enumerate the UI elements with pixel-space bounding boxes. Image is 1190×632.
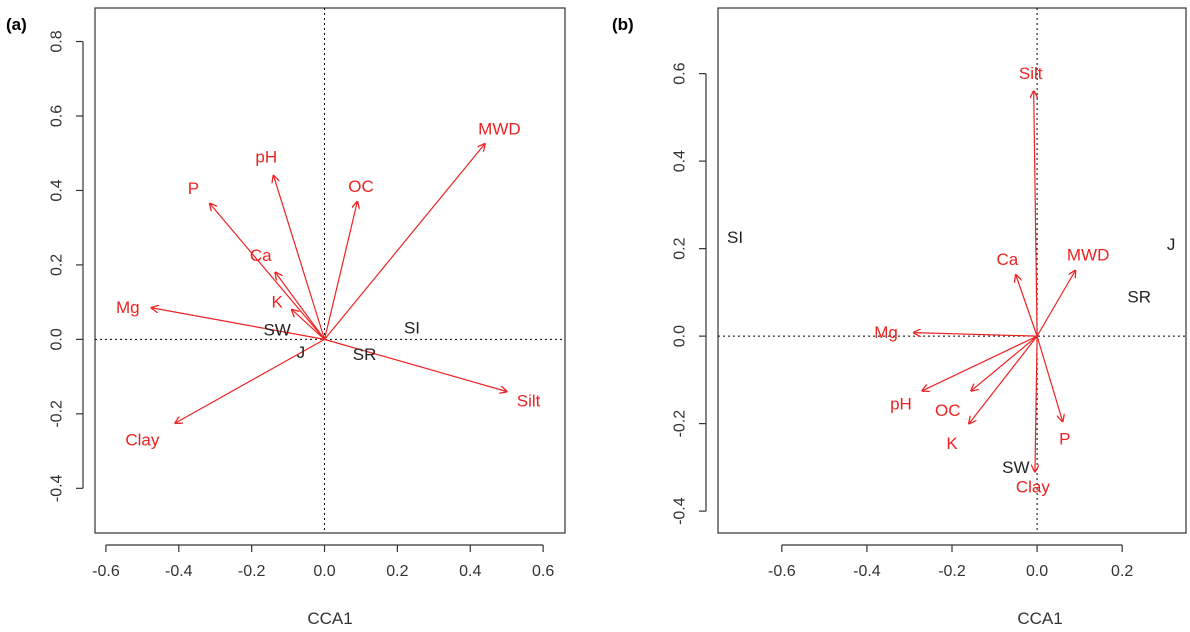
panel-a: (a) CCA1 -0.6 -0.4 -0.2 0.0 0.2 0.4 0.6 -0.4 -0.… <box>6 7 566 628</box>
panel-b-vector-label-mg: Mg <box>874 323 898 342</box>
panel-a-x-tick-label: -0.6 <box>92 563 120 580</box>
panel-a-vector-clay <box>175 338 325 423</box>
panel-a-y-tick-label: 0.4 <box>49 179 66 201</box>
panel-a-vector-k <box>292 310 325 340</box>
panel-a-x-tick-label: 0.6 <box>532 563 554 580</box>
panel-a-site-si: SI <box>404 319 420 338</box>
panel-a-x-tick-label: 0.0 <box>313 563 335 580</box>
panel-a-vector-ca <box>275 272 326 340</box>
panel-a-site-j: J <box>297 343 306 362</box>
panel-b-y-tick-label: -0.2 <box>672 410 689 438</box>
panel-b-vector-silt <box>1034 91 1037 337</box>
panel-b-x-tick-label: -0.6 <box>768 563 796 580</box>
panel-b-vector-label-oc: OC <box>935 401 961 420</box>
panel-b-y-tick-label: 0.0 <box>672 325 689 347</box>
panel-b-vector-mg <box>914 333 1038 337</box>
panel-a-x-tick-label: -0.4 <box>165 563 193 580</box>
panel-b-x-tick-label: 0.2 <box>1111 563 1133 580</box>
panel-a-vector-label-mg: Mg <box>116 298 140 317</box>
panel-b-vector-label-silt: Silt <box>1019 64 1043 83</box>
panel-b-vector-label-ph: pH <box>890 394 912 413</box>
panel-b-vector-label-k: K <box>946 434 958 453</box>
panel-a-vector-label-mwd: MWD <box>478 120 520 139</box>
panel-a-vector-oc <box>323 202 358 340</box>
panel-b-vector-label-p: P <box>1059 429 1070 448</box>
panel-a-vector-label-clay: Clay <box>125 430 160 449</box>
panel-b-vector-ca <box>1016 275 1038 337</box>
panel-a-vector-ph <box>274 176 326 340</box>
panel-a-vector-mg <box>151 308 325 340</box>
panel-a-label: (a) <box>6 15 27 34</box>
panel-a-y-tick-label: 0.6 <box>49 105 66 127</box>
panel-b-x-tick-label: -0.2 <box>938 563 966 580</box>
panel-b-site-j: J <box>1167 235 1176 254</box>
panel-a-x-tick-label: -0.2 <box>238 563 266 580</box>
panel-b-site-si: SI <box>727 228 743 247</box>
panel-b-vector-ph <box>922 335 1038 391</box>
panel-b-vector-p <box>1036 335 1063 421</box>
panel-b-y-tick-label: 0.2 <box>672 237 689 259</box>
panel-a-y-tick-label: 0.8 <box>49 30 66 52</box>
panel-a-x-tick-label: 0.4 <box>459 563 481 580</box>
panel-a-site-sw: SW <box>263 321 290 340</box>
panel-a-vector-label-p: P <box>188 179 199 198</box>
panel-b-vector-label-mwd: MWD <box>1067 246 1109 265</box>
panel-b-vector-k <box>969 335 1038 424</box>
panel-b-label: (b) <box>612 15 634 34</box>
panel-b-site-sw: SW <box>1002 458 1029 477</box>
panel-b-vector-oc <box>971 335 1038 391</box>
panel-b-vector-label-clay: Clay <box>1016 478 1051 497</box>
panel-b-y-tick-label: -0.4 <box>672 497 689 525</box>
panel-a-site-sr: SR <box>353 345 377 364</box>
panel-b-y-tick-label: 0.6 <box>672 62 689 84</box>
panel-a-y-tick-label: -0.4 <box>49 474 66 502</box>
panel-a-xlabel: CCA1 <box>307 609 352 628</box>
panel-a-y-tick-label: -0.2 <box>49 400 66 428</box>
panel-b-plot-frame <box>717 7 1187 534</box>
panel-a-vector-label-silt: Silt <box>517 391 541 410</box>
panel-a-plot-frame <box>94 7 566 534</box>
panel-b-x-tick-label: 0.0 <box>1026 563 1048 580</box>
panel-b-vector-label-ca: Ca <box>996 250 1018 269</box>
panel-a-vector-label-ph: pH <box>255 147 277 166</box>
panel-a-y-tick-label: 0.0 <box>49 328 66 350</box>
panel-b-x-tick-label: -0.4 <box>853 563 881 580</box>
panel-b: (b) CCA1 -0.6 -0.4 -0.2 0.0 0.2 -0.4 -0.2 0.0 0.… <box>612 7 1187 628</box>
panel-b-xlabel: CCA1 <box>1017 609 1062 628</box>
panel-a-x-tick-label: 0.2 <box>386 563 408 580</box>
panel-a-vector-label-oc: OC <box>348 177 374 196</box>
panel-b-site-sr: SR <box>1127 287 1151 306</box>
panel-a-vector-p <box>210 203 325 340</box>
panel-b-vector-mwd <box>1036 271 1075 337</box>
panel-a-y-tick-label: 0.2 <box>49 254 66 276</box>
panel-a-vector-label-ca: Ca <box>250 246 272 265</box>
panel-b-y-tick-label: 0.4 <box>672 150 689 172</box>
panel-a-vector-silt <box>324 338 507 391</box>
panel-b-vector-clay <box>1035 336 1037 472</box>
panel-a-vector-label-k: K <box>271 293 283 312</box>
panel-a-vector-mwd <box>324 144 485 340</box>
